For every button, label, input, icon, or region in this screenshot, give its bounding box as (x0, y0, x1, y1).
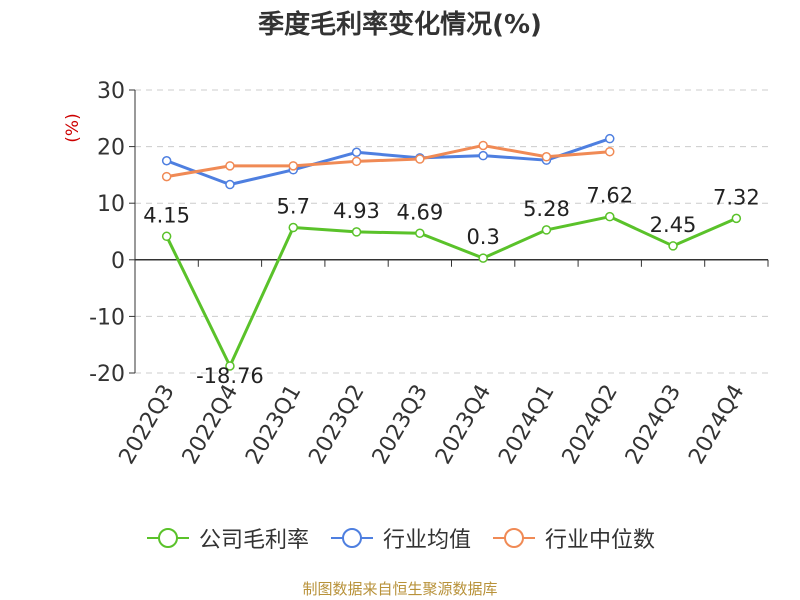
data-point (605, 133, 615, 144)
data-point (478, 253, 488, 263)
data-point (351, 147, 362, 158)
series-line (166, 143, 610, 179)
x-tick-label: 2023Q3 (368, 380, 433, 468)
y-tick-label: -10 (89, 305, 125, 330)
data-label: 4.15 (143, 203, 190, 227)
data-point (161, 171, 172, 182)
data-point (351, 156, 362, 167)
data-point (541, 225, 552, 235)
x-tick-label: 2023Q4 (431, 381, 496, 469)
legend-label: 公司毛利率 (198, 528, 309, 553)
legend-item[interactable]: 行业均值 (329, 522, 471, 554)
y-tick-label: 30 (97, 79, 125, 104)
y-tick-label: 20 (97, 136, 125, 161)
legend-item[interactable]: 行业中位数 (491, 522, 655, 554)
y-tick-label: 0 (111, 249, 125, 274)
series-company (161, 211, 742, 371)
y-tick-label: 10 (97, 192, 125, 217)
data-point (161, 231, 172, 242)
source-note: 制图数据来自恒生聚源数据库 (302, 580, 498, 598)
data-point (605, 146, 615, 157)
legend-marker-icon (146, 528, 189, 548)
legend-item[interactable]: 公司毛利率 (145, 522, 309, 554)
data-label: 4.69 (396, 200, 443, 224)
data-label: 2.45 (650, 213, 697, 237)
y-axis-unit-label: (%) (63, 113, 83, 142)
series-line (166, 137, 611, 187)
legend-label: 行业均值 (382, 528, 471, 553)
data-label: 5.7 (277, 195, 310, 219)
x-tick-label: 2024Q3 (621, 381, 686, 469)
data-label: 0.3 (466, 225, 499, 249)
data-point (225, 361, 235, 371)
legend-marker-icon (330, 528, 373, 548)
chart-title: 季度毛利率变化情况(%) (258, 10, 542, 40)
data-point (225, 179, 235, 190)
legend-marker-icon (493, 528, 535, 548)
data-label: 7.62 (586, 184, 633, 208)
data-point (605, 211, 615, 222)
legend: 公司毛利率 行业均值 行业中位数 (0, 522, 800, 554)
legend-label: 行业中位数 (545, 528, 656, 553)
x-tick-label: 2023Q2 (304, 381, 369, 469)
series (161, 133, 742, 371)
series-industry-median (161, 140, 615, 182)
data-point (351, 227, 362, 237)
data-point (668, 241, 678, 251)
x-tick-label: 2022Q4 (178, 381, 243, 469)
data-point (225, 161, 235, 171)
x-tick-label: 2024Q2 (558, 381, 623, 469)
data-point (478, 140, 488, 151)
y-tick-label: -20 (89, 362, 125, 387)
data-label: -18.76 (196, 364, 264, 388)
data-point (288, 161, 298, 171)
data-point (731, 213, 742, 224)
axes: -20 -10 0 10 20 30 (%) 2022Q32022Q42023Q12023Q2… (63, 79, 769, 469)
data-point (288, 222, 298, 233)
data-label: 7.32 (713, 185, 760, 209)
data-label: 4.93 (333, 199, 380, 223)
data-point (415, 154, 425, 164)
x-tick-label: 2022Q3 (115, 381, 180, 469)
data-point (415, 228, 425, 239)
series-line (165, 215, 737, 368)
x-tick-label: 2023Q1 (241, 381, 306, 469)
x-tick-label: 2024Q1 (494, 381, 559, 469)
data-labels: 4.15 -18.76 5.7 4.93 4.69 0.3 5.28 7.62 2.45 7.32 (143, 184, 759, 389)
data-point (161, 156, 172, 166)
data-point (541, 152, 552, 162)
x-tick-label: 2024Q4 (684, 381, 749, 469)
data-point (478, 150, 488, 161)
data-label: 5.28 (523, 197, 570, 221)
